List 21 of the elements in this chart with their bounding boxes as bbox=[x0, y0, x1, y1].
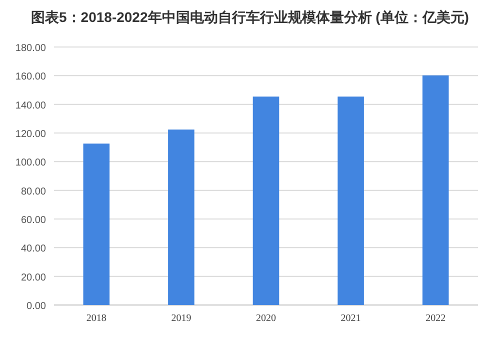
bar bbox=[422, 75, 449, 305]
y-tick-label: 180.00 bbox=[15, 43, 46, 54]
bar bbox=[252, 96, 280, 305]
x-tick-label: 2022 bbox=[426, 313, 446, 324]
chart-title: 图表5：2018-2022年中国电动自行车行业规模体量分析 (单位：亿美元) bbox=[31, 9, 469, 25]
bar bbox=[168, 130, 194, 305]
y-tick-label: 100.00 bbox=[15, 158, 46, 169]
y-tick-label: 80.00 bbox=[20, 186, 46, 198]
y-tick-label: 20.00 bbox=[20, 272, 46, 284]
y-tick-label: 160.00 bbox=[15, 72, 46, 83]
bar bbox=[83, 144, 110, 305]
y-tick-label: 0.00 bbox=[26, 301, 46, 312]
y-tick-label: 120.00 bbox=[15, 129, 46, 140]
x-tick-label: 2020 bbox=[256, 313, 276, 324]
x-tick-label: 2018 bbox=[86, 313, 106, 324]
y-tick-label: 140.00 bbox=[15, 100, 46, 112]
x-tick-label: 2019 bbox=[171, 313, 192, 324]
y-tick-label: 60.00 bbox=[20, 215, 46, 226]
bar bbox=[338, 96, 364, 305]
x-tick-label: 2021 bbox=[340, 313, 361, 324]
y-tick-label: 40.00 bbox=[20, 244, 46, 255]
